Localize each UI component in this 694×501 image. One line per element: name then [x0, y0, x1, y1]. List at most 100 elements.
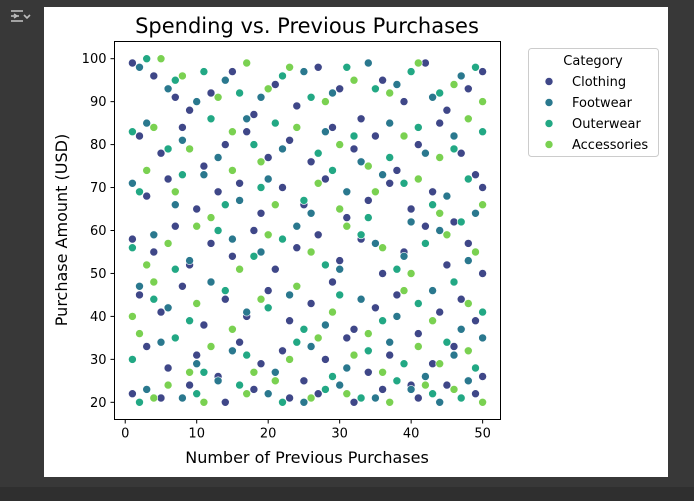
legend-box [528, 48, 659, 157]
data-point-clothing [328, 277, 337, 287]
data-point-footwear [263, 389, 273, 399]
data-point-clothing [199, 320, 209, 330]
data-point-clothing [471, 170, 480, 179]
data-point-accessories [192, 221, 201, 231]
data-point-outerwear [356, 393, 366, 403]
data-point-clothing [292, 101, 302, 111]
data-point-outerwear [456, 217, 466, 227]
data-point-footwear [156, 337, 166, 347]
data-point-outerwear [299, 196, 309, 205]
data-point-footwear [385, 118, 395, 128]
data-point-footwear [378, 170, 387, 179]
data-point-footwear [292, 221, 302, 231]
data-point-outerwear [471, 62, 480, 72]
data-point-clothing [349, 324, 359, 334]
data-point-footwear [435, 397, 445, 407]
data-point-outerwear [128, 127, 137, 136]
data-point-footwear [299, 397, 309, 407]
data-point-outerwear [399, 359, 409, 369]
data-point-outerwear [335, 290, 345, 300]
data-point-clothing [478, 269, 487, 278]
data-point-clothing [313, 62, 323, 72]
data-point-accessories [263, 84, 273, 94]
data-point-clothing [478, 183, 487, 192]
data-point-outerwear [342, 62, 352, 72]
data-point-footwear [285, 290, 294, 300]
data-point-accessories [178, 71, 187, 81]
output-toggle-button[interactable] [6, 6, 34, 28]
data-point-clothing [128, 58, 137, 68]
data-point-outerwear [142, 54, 151, 64]
data-point-outerwear [421, 239, 430, 248]
data-point-footwear [192, 359, 201, 369]
data-point-clothing [349, 397, 359, 407]
data-point-footwear [321, 127, 330, 136]
legend-label: Outerwear [572, 117, 642, 132]
data-point-clothing [321, 174, 330, 184]
data-point-footwear [342, 187, 352, 197]
data-point-clothing [442, 105, 452, 115]
data-point-accessories [206, 342, 216, 351]
data-point-accessories [271, 376, 280, 386]
y-tick-label: 100 [82, 52, 107, 67]
data-point-outerwear [149, 294, 159, 304]
data-point-clothing [235, 337, 244, 347]
data-point-outerwear [206, 114, 216, 124]
data-point-clothing [449, 342, 459, 351]
data-point-clothing [435, 307, 445, 317]
data-point-clothing [142, 191, 151, 201]
data-point-footwear [428, 286, 437, 295]
data-point-footwear [428, 93, 437, 102]
data-point-outerwear [478, 307, 487, 317]
data-point-clothing [156, 393, 166, 403]
data-point-clothing [199, 161, 209, 171]
data-point-outerwear [471, 363, 480, 373]
data-point-outerwear [128, 355, 137, 364]
data-point-accessories [249, 367, 259, 377]
data-point-clothing [156, 307, 166, 317]
data-point-footwear [192, 97, 201, 106]
data-point-accessories [142, 260, 151, 270]
data-point-footwear [328, 88, 337, 98]
data-point-outerwear [371, 84, 380, 94]
data-point-clothing [163, 174, 173, 184]
x-axis: 0 10 20 30 40 50 [121, 419, 491, 442]
data-point-accessories [185, 144, 194, 154]
data-point-footwear [163, 84, 173, 94]
data-point-clothing [285, 316, 294, 326]
data-point-clothing [471, 316, 480, 326]
data-point-clothing [278, 346, 287, 356]
data-point-accessories [421, 380, 430, 390]
data-point-clothing [263, 153, 273, 162]
data-point-outerwear [135, 187, 144, 197]
data-point-footwear [449, 350, 459, 360]
data-point-clothing [399, 97, 409, 106]
cell-gutter [0, 0, 44, 487]
data-point-footwear [278, 144, 287, 154]
data-point-accessories [306, 247, 316, 257]
data-point-outerwear [478, 127, 487, 136]
data-point-accessories [242, 389, 251, 399]
data-point-footwear [256, 93, 266, 102]
legend-marker [544, 119, 554, 128]
data-point-footwear [363, 58, 373, 68]
data-point-footwear [185, 256, 194, 265]
x-tick-label: 10 [188, 427, 205, 442]
data-point-clothing [249, 385, 259, 394]
y-tick-label: 70 [90, 181, 107, 196]
data-point-accessories [263, 230, 273, 240]
data-point-clothing [128, 389, 137, 399]
data-point-outerwear [221, 286, 230, 295]
data-point-clothing [278, 183, 287, 192]
data-point-footwear [371, 393, 380, 403]
data-point-clothing [342, 333, 352, 343]
data-point-outerwear [456, 393, 466, 403]
data-point-accessories [271, 200, 280, 209]
data-point-clothing [428, 187, 437, 197]
data-point-clothing [178, 281, 187, 291]
data-point-footwear [135, 281, 144, 291]
data-point-clothing [313, 230, 323, 240]
data-point-footwear [421, 372, 430, 381]
data-point-clothing [442, 260, 452, 270]
data-point-outerwear [363, 346, 373, 356]
